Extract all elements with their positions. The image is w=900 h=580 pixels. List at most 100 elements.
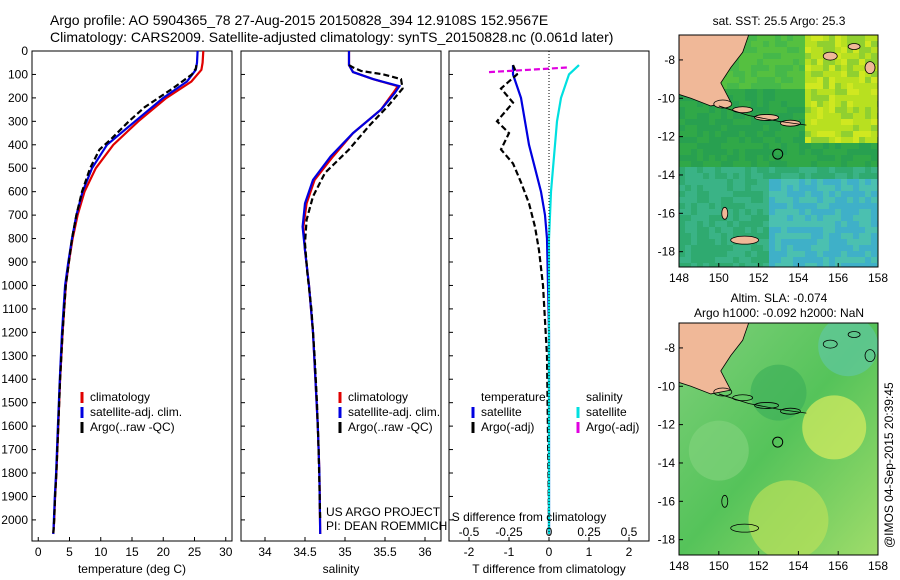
field-cell — [727, 77, 733, 83]
field-cell — [709, 185, 715, 191]
field-cell — [859, 221, 865, 227]
field-cell — [751, 203, 757, 209]
field-cell — [733, 257, 739, 263]
field-cell — [721, 161, 727, 167]
field-cell — [739, 65, 745, 71]
field-cell — [739, 119, 745, 125]
field-cell — [679, 221, 685, 227]
field-cell — [751, 167, 757, 173]
field-cell — [787, 173, 793, 179]
field-cell — [811, 161, 817, 167]
field-cell — [769, 251, 775, 257]
field-cell — [865, 119, 871, 125]
field-cell — [853, 173, 859, 179]
field-cell — [823, 47, 829, 53]
field-cell — [757, 89, 763, 95]
field-cell — [751, 161, 757, 167]
field-cell — [727, 155, 733, 161]
field-cell — [703, 161, 709, 167]
x2-tick-label: 0.5 — [621, 525, 638, 539]
field-cell — [817, 125, 823, 131]
field-cell — [865, 197, 871, 203]
field-cell — [787, 179, 793, 185]
field-cell — [697, 131, 703, 137]
field-cell — [799, 143, 805, 149]
field-cell — [871, 251, 877, 257]
field-cell — [835, 137, 841, 143]
field-cell — [817, 83, 823, 89]
field-cell — [733, 203, 739, 209]
field-cell — [691, 233, 697, 239]
field-cell — [697, 137, 703, 143]
field-cell — [811, 41, 817, 47]
x-tick-label: 156 — [828, 271, 848, 285]
field-cell — [685, 239, 691, 245]
field-cell — [757, 161, 763, 167]
field-cell — [793, 89, 799, 95]
y-tick-label: -8 — [664, 53, 675, 67]
field-cell — [805, 239, 811, 245]
field-cell — [727, 113, 733, 119]
field-cell — [739, 71, 745, 77]
field-cell — [763, 215, 769, 221]
field-cell — [847, 197, 853, 203]
field-cell — [817, 137, 823, 143]
x-tick-label: 5 — [66, 545, 73, 559]
field-cell — [721, 107, 727, 113]
field-cell — [775, 149, 781, 155]
island — [822, 51, 838, 61]
field-cell — [859, 185, 865, 191]
field-cell — [739, 245, 745, 251]
field-cell — [859, 53, 865, 59]
field-cell — [685, 263, 691, 267]
x-tick-label: 154 — [788, 559, 808, 573]
field-cell — [727, 197, 733, 203]
field-cell — [829, 167, 835, 173]
field-cell — [733, 221, 739, 227]
field-cell — [799, 173, 805, 179]
field-cell — [805, 215, 811, 221]
field-cell — [823, 227, 829, 233]
field-cell — [775, 161, 781, 167]
field-cell — [697, 251, 703, 257]
field-cell — [745, 185, 751, 191]
field-cell — [871, 53, 877, 59]
field-cell — [733, 143, 739, 149]
field-cell — [793, 95, 799, 101]
field-cell — [751, 149, 757, 155]
field-cell — [847, 155, 853, 161]
field-cell — [733, 101, 739, 107]
field-cell — [805, 83, 811, 89]
x-tick-label: 20 — [157, 545, 171, 559]
field-cell — [871, 89, 877, 95]
field-cell — [769, 71, 775, 77]
field-cell — [769, 83, 775, 89]
field-cell — [859, 119, 865, 125]
field-cell — [829, 257, 835, 263]
field-cell — [703, 221, 709, 227]
field-cell — [871, 131, 877, 137]
field-cell — [787, 203, 793, 209]
field-cell — [775, 119, 781, 125]
field-cell — [775, 263, 781, 267]
field-cell — [727, 263, 733, 267]
field-cell — [871, 143, 877, 149]
field-cell — [751, 113, 757, 119]
field-cell — [829, 47, 835, 53]
series-line — [495, 64, 551, 520]
field-cell — [739, 53, 745, 59]
field-cell — [679, 245, 685, 251]
field-cell — [715, 263, 721, 267]
field-cell — [859, 197, 865, 203]
field-cell — [769, 233, 775, 239]
field-cell — [805, 59, 811, 65]
field-cell — [691, 239, 697, 245]
field-cell — [823, 185, 829, 191]
field-cell — [775, 245, 781, 251]
field-cell — [853, 197, 859, 203]
field-cell — [871, 173, 877, 179]
series-line — [511, 65, 551, 534]
legend-label: Argo(..raw -QC) — [90, 420, 175, 434]
field-cell — [709, 221, 715, 227]
field-cell — [763, 101, 769, 107]
